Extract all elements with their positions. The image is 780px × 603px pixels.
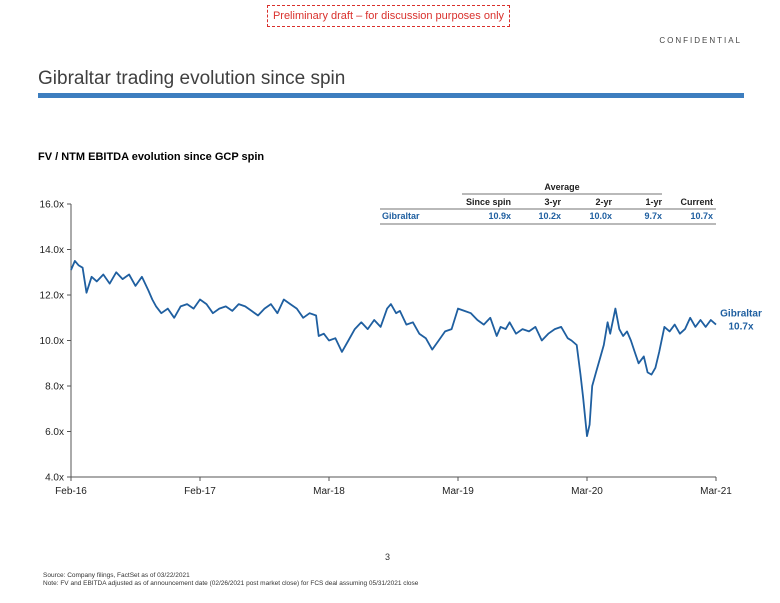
table-column-header: 3-yr [544, 197, 561, 207]
table-column-header: Since spin [466, 197, 511, 207]
y-tick-label: 16.0x [40, 200, 64, 211]
y-tick-label: 12.0x [40, 291, 64, 302]
page-title: Gibraltar trading evolution since spin [38, 68, 346, 89]
y-tick-label: 10.0x [40, 336, 64, 347]
x-tick-label: Feb-17 [184, 486, 216, 497]
table-column-header: 2-yr [595, 197, 612, 207]
table-column-header: 1-yr [645, 197, 662, 207]
confidential-label: CONFIDENTIAL [659, 36, 742, 45]
y-tick-label: 8.0x [45, 382, 64, 393]
x-tick-label: Mar-19 [442, 486, 474, 497]
x-tick-label: Mar-20 [571, 486, 603, 497]
y-tick-label: 14.0x [40, 245, 64, 256]
series-line-gibraltar [70, 260, 717, 437]
page-number: 3 [385, 552, 391, 562]
series-end-value: 10.7x [728, 322, 753, 333]
x-tick-label: Mar-21 [700, 486, 732, 497]
table-group-header: Average [544, 182, 579, 192]
y-tick-label: 6.0x [45, 427, 64, 438]
table-cell: 10.0x [589, 211, 612, 221]
y-tick-label: 4.0x [45, 473, 64, 484]
footnote-note: Note: FV and EBITDA adjusted as of annou… [43, 580, 419, 587]
chart-series: Gibraltar 10.7x [70, 260, 762, 437]
title-accent-bar [38, 93, 744, 98]
table-cell: 9.7x [644, 211, 662, 221]
table-cell: 10.2x [538, 211, 561, 221]
x-tick-label: Mar-18 [313, 486, 345, 497]
table-cell: 10.9x [488, 211, 511, 221]
footnote-source: Source: Company filings, FactSet as of 0… [43, 572, 190, 579]
series-end-name: Gibraltar [720, 309, 762, 320]
table-column-header: Current [680, 197, 713, 207]
draft-banner: Preliminary draft – for discussion purpo… [267, 5, 510, 27]
table-cell: 10.7x [690, 211, 713, 221]
chart-axes: 4.0x 6.0x 8.0x 10.0x 12.0x 14.0x 16.0x Feb-16 Fe… [40, 200, 733, 498]
chart-title: FV / NTM EBITDA evolution since GCP spin [38, 151, 265, 163]
table-row-name: Gibraltar [382, 211, 420, 221]
summary-table: Average Since spin 3-yr 2-yr 1-yr Current Gibr… [380, 182, 716, 225]
x-tick-label: Feb-16 [55, 486, 87, 497]
